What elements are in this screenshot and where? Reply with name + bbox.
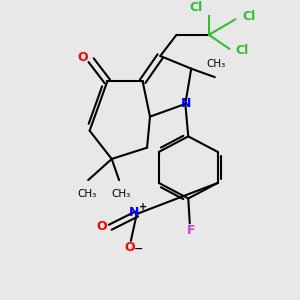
Text: Cl: Cl — [242, 10, 255, 23]
Text: +: + — [139, 202, 147, 212]
Text: Cl: Cl — [189, 2, 202, 14]
Text: O: O — [124, 241, 135, 254]
Text: F: F — [187, 224, 196, 237]
Text: N: N — [129, 206, 139, 219]
Text: CH₃: CH₃ — [207, 59, 226, 69]
Text: O: O — [77, 51, 88, 64]
Text: CH₃: CH₃ — [111, 189, 130, 199]
Text: Cl: Cl — [235, 44, 248, 57]
Text: N: N — [181, 97, 191, 110]
Text: O: O — [97, 220, 107, 233]
Text: CH₃: CH₃ — [77, 189, 96, 199]
Text: −: − — [134, 244, 143, 254]
